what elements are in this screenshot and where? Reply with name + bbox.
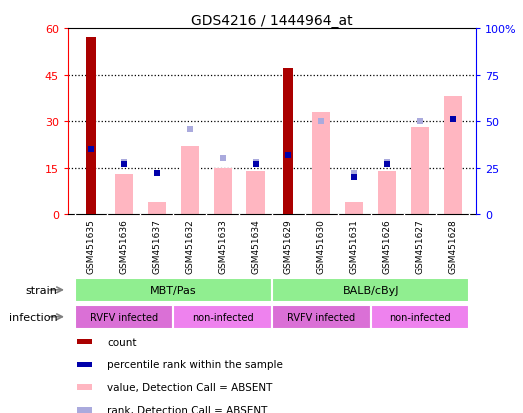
Bar (148, 202, 166, 215)
Text: BALB/cByJ: BALB/cByJ (343, 285, 399, 295)
Bar (283, 69, 293, 215)
Bar (312, 112, 331, 215)
Text: GSM451627: GSM451627 (415, 218, 425, 273)
FancyBboxPatch shape (75, 278, 272, 302)
FancyBboxPatch shape (272, 305, 371, 329)
Text: GSM451636: GSM451636 (119, 218, 129, 273)
Bar (180, 147, 199, 215)
Bar (345, 202, 363, 215)
Text: count: count (107, 337, 137, 347)
Text: strain: strain (26, 285, 58, 295)
Text: MBT/Pas: MBT/Pas (150, 285, 197, 295)
FancyBboxPatch shape (272, 278, 469, 302)
Bar (213, 169, 232, 215)
Text: infection: infection (9, 312, 58, 322)
Text: non-infected: non-infected (389, 312, 451, 322)
Bar (444, 97, 462, 215)
Text: GSM451626: GSM451626 (383, 218, 392, 273)
Bar (76, 385, 92, 390)
Text: GSM451631: GSM451631 (350, 218, 359, 273)
Text: GSM451635: GSM451635 (86, 218, 96, 273)
Bar (76, 407, 92, 413)
Text: percentile rank within the sample: percentile rank within the sample (107, 360, 283, 370)
Bar (246, 171, 265, 215)
Bar (76, 339, 92, 344)
Title: GDS4216 / 1444964_at: GDS4216 / 1444964_at (191, 14, 353, 28)
Text: RVFV infected: RVFV infected (90, 312, 158, 322)
Bar (86, 38, 96, 215)
FancyBboxPatch shape (371, 305, 469, 329)
Text: GSM451630: GSM451630 (317, 218, 326, 273)
FancyBboxPatch shape (173, 305, 272, 329)
Text: GSM451629: GSM451629 (284, 218, 293, 273)
Bar (411, 128, 429, 215)
Text: GSM451634: GSM451634 (251, 218, 260, 273)
Text: GSM451628: GSM451628 (448, 218, 458, 273)
FancyBboxPatch shape (75, 305, 173, 329)
Text: value, Detection Call = ABSENT: value, Detection Call = ABSENT (107, 382, 272, 392)
Text: RVFV infected: RVFV infected (287, 312, 355, 322)
Bar (378, 171, 396, 215)
Bar (115, 174, 133, 215)
Text: GSM451632: GSM451632 (185, 218, 194, 273)
Text: rank, Detection Call = ABSENT: rank, Detection Call = ABSENT (107, 405, 267, 413)
Text: non-infected: non-infected (192, 312, 254, 322)
Text: GSM451637: GSM451637 (152, 218, 161, 273)
Bar (76, 362, 92, 367)
Text: GSM451633: GSM451633 (218, 218, 227, 273)
